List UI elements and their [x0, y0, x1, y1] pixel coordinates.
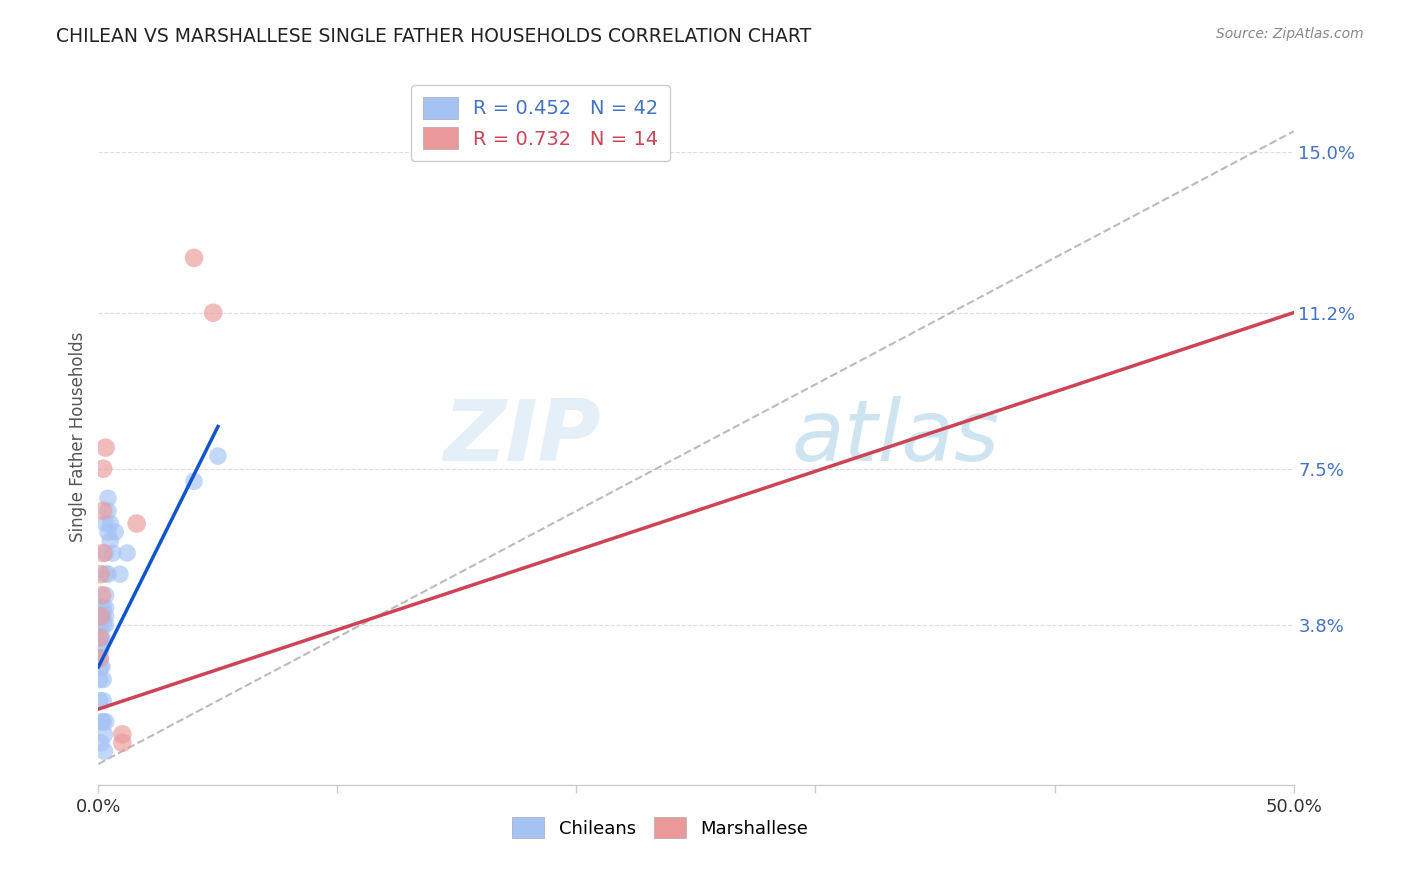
Point — [89, 651, 111, 665]
Point — [90, 609, 112, 624]
Point — [90, 600, 112, 615]
Point — [89, 631, 111, 645]
Point — [98, 533, 122, 548]
Point — [89, 651, 111, 665]
Point — [115, 546, 138, 560]
Text: Source: ZipAtlas.com: Source: ZipAtlas.com — [1216, 27, 1364, 41]
Point — [93, 727, 115, 741]
Point — [89, 673, 111, 687]
Point — [101, 546, 124, 560]
Point — [108, 567, 131, 582]
Point — [94, 516, 117, 531]
Point — [90, 631, 112, 645]
Point — [104, 524, 127, 539]
Point — [97, 567, 120, 582]
Point — [94, 714, 117, 729]
Point — [125, 516, 148, 531]
Point — [91, 693, 114, 707]
Point — [90, 609, 112, 624]
Point — [91, 617, 114, 632]
Point — [94, 617, 117, 632]
Point — [94, 567, 117, 582]
Legend: Chileans, Marshallese: Chileans, Marshallese — [505, 810, 815, 846]
Point — [91, 609, 114, 624]
Point — [91, 461, 114, 475]
Text: ZIP: ZIP — [443, 395, 600, 479]
Point — [91, 673, 114, 687]
Point — [97, 491, 120, 506]
Point — [91, 504, 114, 518]
Y-axis label: Single Father Households: Single Father Households — [69, 332, 87, 542]
Point — [94, 441, 117, 455]
Point — [91, 631, 114, 645]
Text: CHILEAN VS MARSHALLESE SINGLE FATHER HOUSEHOLDS CORRELATION CHART: CHILEAN VS MARSHALLESE SINGLE FATHER HOU… — [56, 27, 811, 45]
Point — [90, 643, 112, 657]
Point — [111, 736, 134, 750]
Point — [91, 714, 114, 729]
Point — [97, 504, 120, 518]
Point — [98, 516, 122, 531]
Text: atlas: atlas — [792, 395, 1000, 479]
Point — [91, 600, 114, 615]
Point — [94, 546, 117, 560]
Point — [90, 736, 112, 750]
Point — [91, 588, 114, 602]
Point — [89, 693, 111, 707]
Point — [89, 660, 111, 674]
Point — [207, 449, 229, 463]
Point — [93, 744, 115, 758]
Point — [97, 524, 120, 539]
Point — [183, 475, 205, 489]
Point — [94, 600, 117, 615]
Point — [91, 660, 114, 674]
Point — [94, 588, 117, 602]
Point — [111, 727, 134, 741]
Point — [183, 251, 205, 265]
Point — [90, 714, 112, 729]
Point — [90, 567, 112, 582]
Point — [90, 639, 112, 653]
Point — [91, 546, 114, 560]
Point — [90, 617, 112, 632]
Point — [94, 609, 117, 624]
Point — [202, 306, 225, 320]
